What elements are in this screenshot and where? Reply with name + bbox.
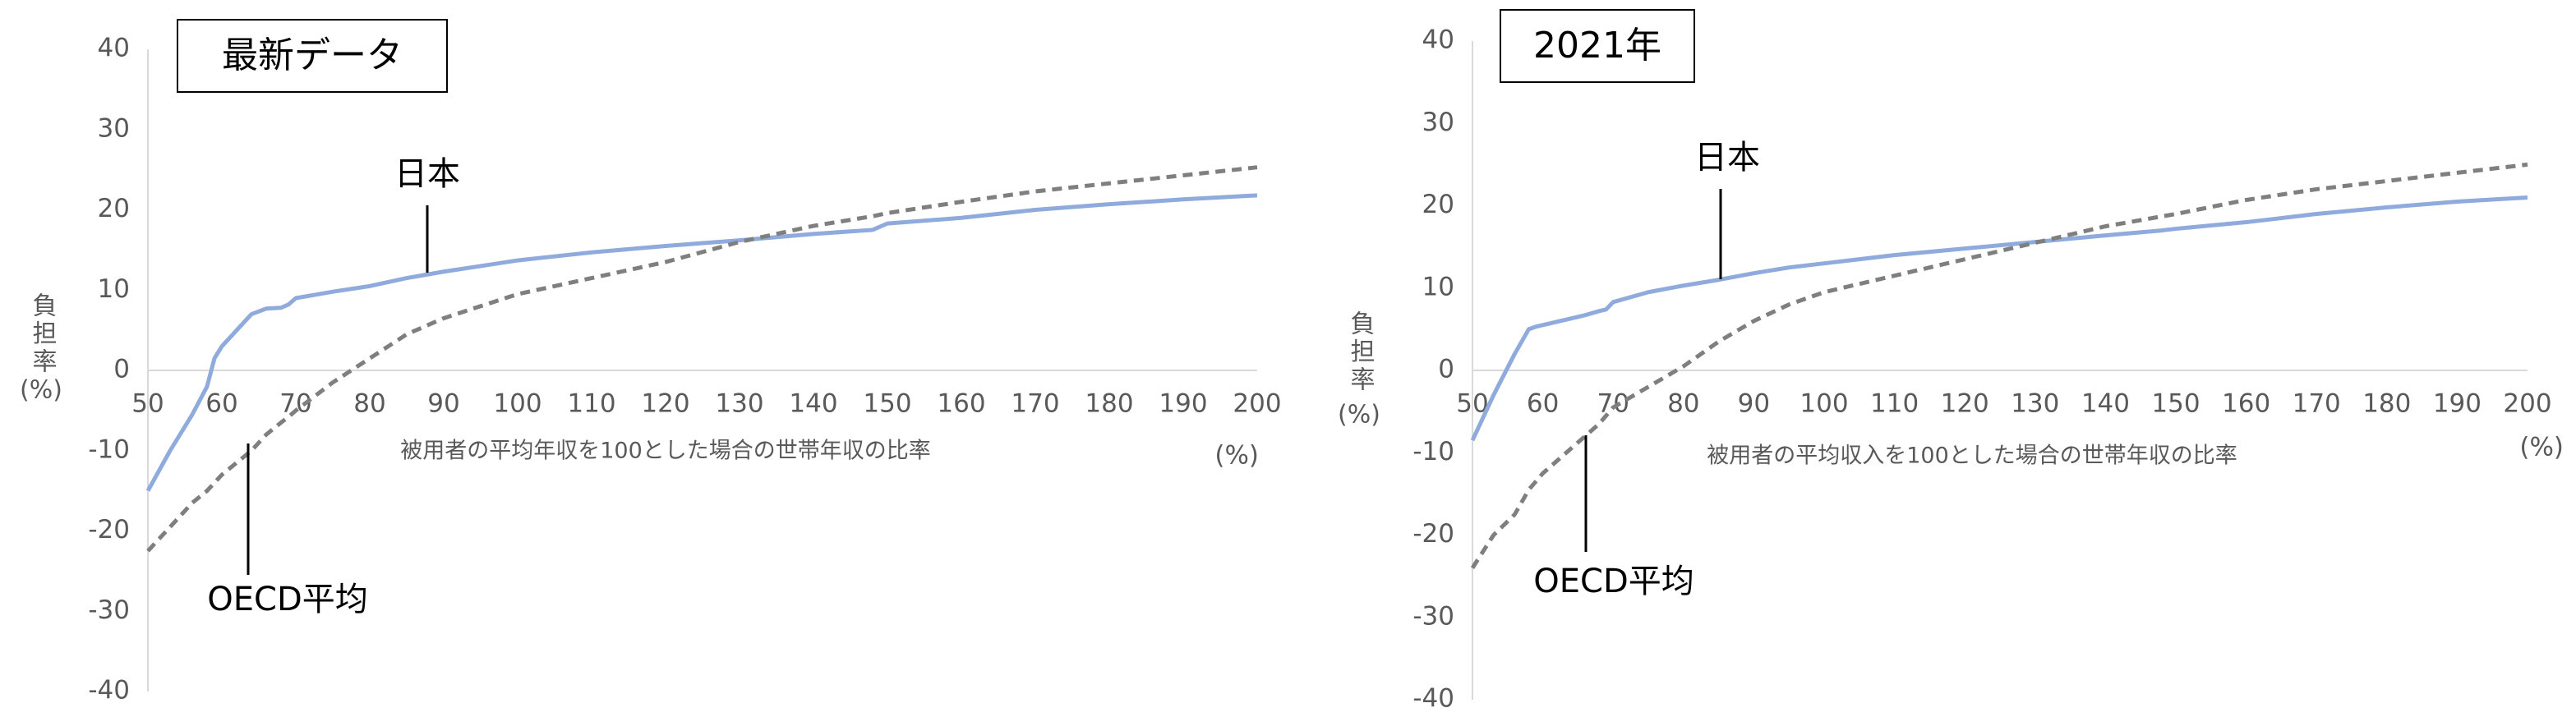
y-tick-label: -40: [88, 676, 130, 705]
y-tick-label: 10: [98, 274, 130, 304]
y-tick-label: -30: [1412, 601, 1454, 631]
x-tick-label: 70: [1597, 389, 1629, 419]
y-tick-label: -20: [1412, 519, 1454, 549]
series-line: [146, 165, 1258, 553]
x-tick-label: 160: [2222, 389, 2270, 419]
y-tick-label: -20: [88, 515, 130, 544]
x-tick-label: 110: [1870, 389, 1919, 419]
x-tick-label: 80: [353, 389, 385, 419]
series-line: [145, 193, 1258, 492]
y-tick-label: -10: [1412, 437, 1454, 466]
x-tick-label: 60: [1527, 389, 1559, 419]
x-tick-label: 130: [715, 389, 763, 419]
x-tick-label: 170: [2293, 389, 2341, 419]
x-tick-label: 190: [1159, 389, 1207, 419]
y-tick-label: 20: [1422, 190, 1454, 219]
x-tick-label: 80: [1667, 389, 1699, 419]
x-tick-label: 150: [2151, 389, 2200, 419]
x-tick-label: 180: [1085, 389, 1133, 419]
series-line: [1470, 162, 2528, 569]
y-tick-label: 20: [98, 194, 130, 223]
x-tick-label: 190: [2433, 389, 2482, 419]
title-box: [177, 19, 448, 93]
y-tick-label: -30: [88, 595, 130, 625]
x-axis-label: 被用者の平均年収を100とした場合の世帯年収の比率: [400, 439, 931, 464]
x-tick-label: 90: [1738, 389, 1770, 419]
x-tick-label: 170: [1011, 389, 1059, 419]
x-tick-label: 90: [427, 389, 459, 419]
y-tick-label: -10: [88, 434, 130, 464]
x-tick-label: 200: [1233, 389, 1281, 419]
y-axis-label: 負担率: [1346, 310, 1375, 394]
y-tick-label: 10: [1422, 272, 1454, 301]
series-label: 日本: [394, 155, 460, 193]
y-tick-label: 40: [98, 34, 130, 63]
y-tick-label: 0: [1438, 355, 1454, 384]
chart-title: 最新データ: [222, 34, 403, 76]
x-tick-label: 100: [1800, 389, 1848, 419]
series-label: OECD平均: [1533, 563, 1694, 600]
x-tick-label: 140: [2081, 389, 2130, 419]
y-tick-label: -40: [1412, 684, 1454, 714]
y-axis-label: 負担率: [28, 292, 57, 376]
x-tick-label: 120: [1941, 389, 1989, 419]
series-label: 日本: [1694, 139, 1760, 177]
chart-title: 2021年: [1533, 25, 1661, 67]
x-axis-unit: (%): [2519, 433, 2564, 462]
y-tick-label: 40: [1422, 25, 1454, 55]
x-tick-label: 180: [2362, 389, 2411, 419]
x-tick-label: 60: [205, 389, 237, 419]
x-tick-label: 100: [493, 389, 541, 419]
x-tick-label: 200: [2503, 389, 2551, 419]
x-tick-label: 50: [131, 389, 164, 419]
y-axis-unit: (%): [1338, 401, 1380, 430]
x-tick-label: 150: [863, 389, 911, 419]
title-box: [1500, 9, 1695, 83]
x-tick-label: 140: [789, 389, 837, 419]
x-axis-label: 被用者の平均収入を100とした場合の世帯年収の比率: [1707, 443, 2237, 469]
x-tick-label: 120: [641, 389, 689, 419]
y-tick-label: 30: [98, 113, 130, 143]
x-tick-label: 160: [937, 389, 985, 419]
series-label: OECD平均: [207, 581, 368, 618]
x-tick-label: 110: [567, 389, 615, 419]
y-tick-label: 30: [1422, 108, 1454, 137]
x-tick-label: 130: [2011, 389, 2059, 419]
y-axis-unit: (%): [20, 376, 62, 405]
series-line: [1470, 195, 2528, 442]
y-tick-label: 0: [113, 355, 130, 384]
x-axis-unit: (%): [1214, 441, 1259, 471]
